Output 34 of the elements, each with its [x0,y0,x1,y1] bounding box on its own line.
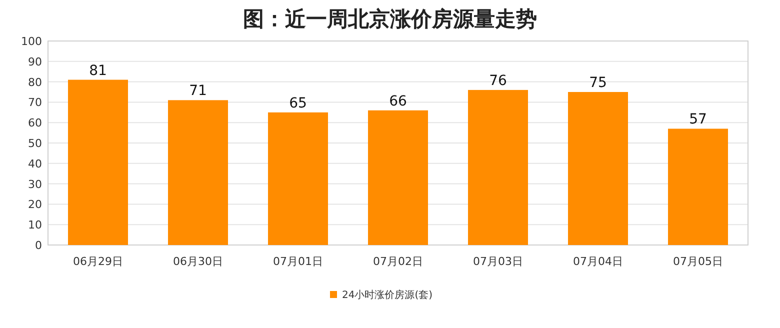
data-label: 57 [689,112,707,128]
bar [668,128,728,245]
x-tick-label: 07月05日 [673,255,723,268]
y-tick-label: 20 [28,198,42,212]
bar [268,112,328,245]
x-tick-label: 06月30日 [173,255,223,268]
data-label: 75 [589,75,607,91]
y-tick-label: 30 [28,178,42,191]
y-tick-label: 10 [28,218,42,232]
y-tick-label: 60 [28,116,42,130]
y-tick-label: 80 [28,76,42,89]
y-tick-label: 50 [28,137,42,150]
data-label: 65 [289,95,307,112]
bar [468,90,528,245]
bar [568,92,628,245]
y-tick-label: 70 [28,96,42,110]
x-tick-label: 07月03日 [473,255,523,268]
chart-title: 图：近一周北京涨价房源量走势 [243,7,537,31]
x-tick-label: 07月04日 [573,255,623,268]
y-tick-label: 100 [21,35,42,48]
x-tick-label: 07月01日 [273,255,323,268]
y-tick-label: 0 [35,239,42,252]
data-label: 76 [489,72,507,89]
y-tick-label: 40 [28,157,42,170]
x-tick-label: 07月02日 [373,255,423,268]
x-tick-label: 06月29日 [73,255,123,268]
data-label: 81 [89,62,107,79]
data-label: 66 [389,93,407,110]
bar [168,100,228,245]
data-label: 71 [189,83,207,100]
y-tick-label: 90 [28,55,42,68]
bar [368,110,428,245]
bar [68,80,128,245]
legend-label: 24小时涨价房源(套) [342,289,433,301]
